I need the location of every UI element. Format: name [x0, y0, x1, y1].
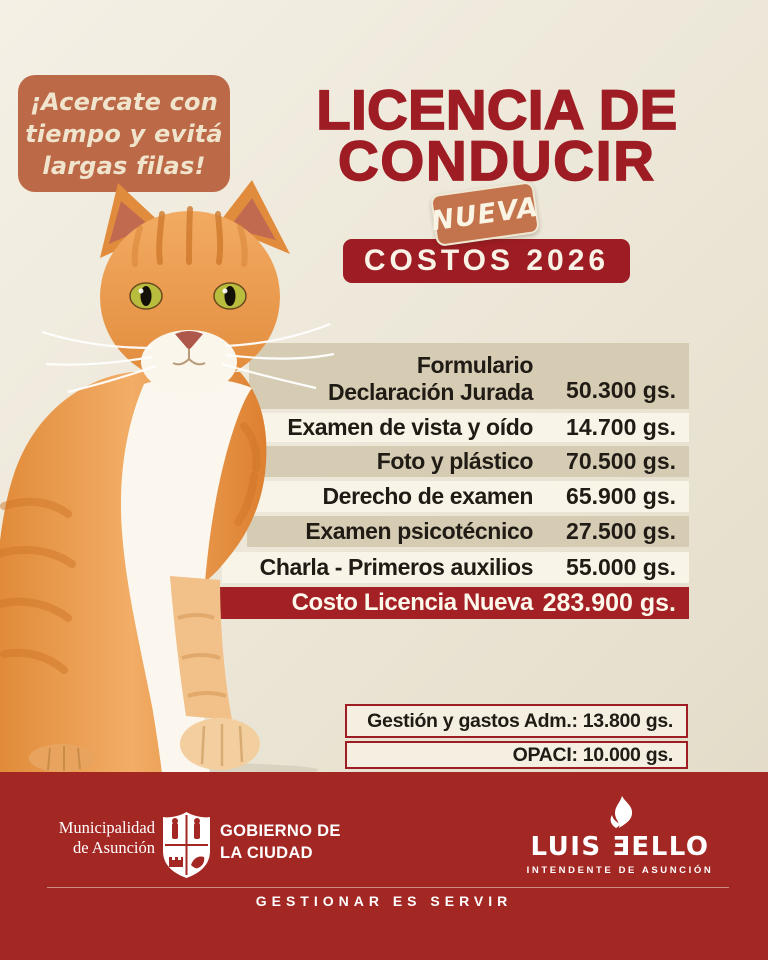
table-row: Examen de vista y oído 14.700 gs. [247, 413, 689, 442]
total-label: Costo Licencia Nueva [291, 589, 534, 616]
table-row: Examen psicotécnico 27.500 gs. [247, 516, 689, 547]
table-total-row: Costo Licencia Nueva 283.900 gs. [203, 587, 689, 619]
table-row: Charla - Primeros auxilios 55.000 gs. [222, 552, 689, 583]
municipality-line: Municipalidad [58, 818, 155, 837]
government-line: LA CIUDAD [220, 843, 313, 862]
row-label: Foto y plástico [376, 448, 534, 474]
table-row: Formulario Declaración Jurada 50.300 gs. [249, 343, 689, 409]
government-line: GOBIERNO DE [220, 822, 341, 840]
row-value: 70.500 gs. [566, 448, 676, 474]
footer-divider [47, 887, 729, 888]
extra-fee-box: Gestión y gastos Adm.: 13.800 gs. [345, 704, 688, 738]
costs-banner: COSTOS 2026 [343, 239, 630, 283]
total-value: 283.900 gs. [542, 588, 676, 617]
row-value: 55.000 gs. [566, 554, 676, 580]
municipality-name: Municipalidad de Asunción [28, 818, 155, 857]
extra-fee-box: OPACI: 10.000 gs. [345, 741, 688, 769]
cat-photo [0, 180, 335, 776]
municipality-line: de Asunción [72, 837, 155, 857]
title-line-2: CONDUCIR [337, 129, 656, 192]
footer: Municipalidad de Asunción GOBIERNO DE LA… [0, 772, 768, 960]
mayor-name: LUIS ƎELLO [530, 832, 710, 862]
extra-fee-label: Gestión y gastos Adm.: 13.800 gs. [367, 709, 673, 732]
costs-banner-label: COSTOS 2026 [363, 244, 610, 277]
government-wordmark: GOBIERNO DE LA CIUDAD [220, 821, 341, 864]
row-label: Examen de vista y oído [287, 414, 533, 440]
row-label: Charla - Primeros auxilios [259, 554, 534, 580]
speech-bubble: ¡Acercate con tiempo y evitá largas fila… [18, 75, 230, 192]
row-label: Formulario Declaración Jurada [249, 352, 533, 409]
mayor-title: INTENDENTE DE ASUNCIÓN [526, 865, 714, 876]
mayor-lockup: LUIS ƎELLO INTENDENTE DE ASUNCIÓN [517, 794, 723, 876]
row-value: 27.500 gs. [566, 518, 676, 544]
poster-title: LICENCIA DE CONDUCIR [230, 78, 764, 192]
bubble-line: tiempo y evitá [25, 119, 223, 148]
row-label: Examen psicotécnico [305, 518, 533, 544]
row-label: Derecho de examen [322, 483, 533, 509]
bubble-line: largas filas! [42, 151, 206, 180]
extra-fee-label: OPACI: 10.000 gs. [512, 743, 674, 766]
flame-icon [610, 796, 633, 828]
row-value: 50.300 gs. [566, 377, 676, 403]
table-row: Derecho de examen 65.900 gs. [247, 481, 689, 512]
row-label-line: Formulario [416, 352, 534, 378]
row-value: 14.700 gs. [566, 414, 676, 440]
row-value: 65.900 gs. [566, 483, 676, 509]
bubble-line: ¡Acercate con [29, 87, 219, 116]
slogan: GESTIONAR ES SERVIR [255, 893, 513, 909]
title-line-1: LICENCIA DE [315, 78, 678, 141]
table-row: Foto y plástico 70.500 gs. [247, 446, 689, 477]
row-label-line: Declaración Jurada [327, 379, 533, 405]
coat-of-arms-icon [163, 812, 210, 878]
nueva-badge-label: NUEVA [429, 191, 541, 237]
